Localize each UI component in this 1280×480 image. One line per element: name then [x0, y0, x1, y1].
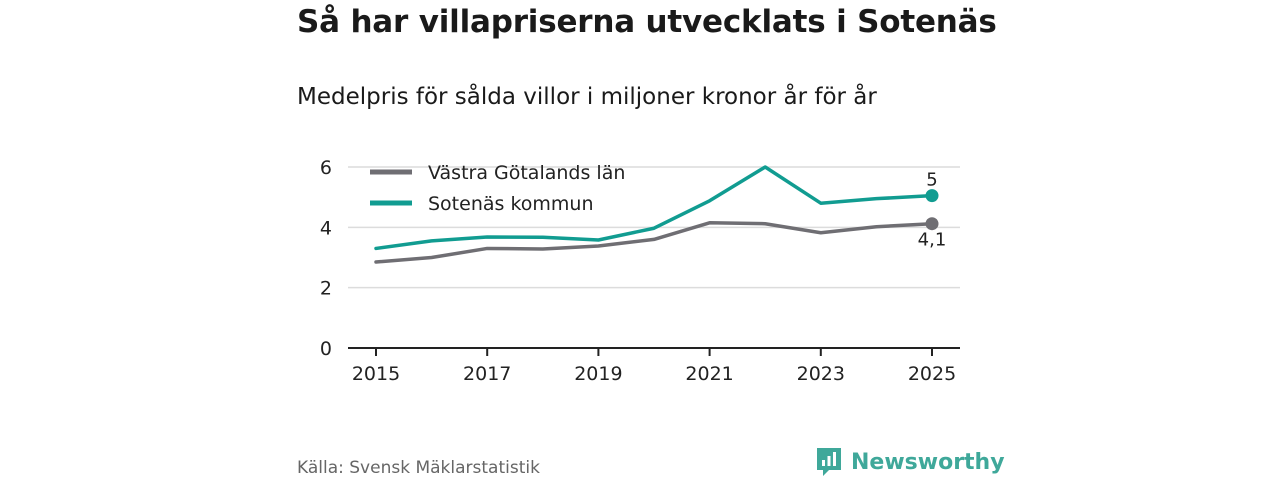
brand-logo: Newsworthy — [815, 446, 1005, 478]
x-tick-label: 2017 — [463, 363, 511, 385]
series-line-sotenas — [374, 165, 934, 251]
series-endpoint-marker — [925, 217, 939, 231]
x-tick-label: 2015 — [352, 363, 400, 385]
y-tick-label: 0 — [320, 338, 332, 360]
end-value-label: 5 — [926, 170, 937, 191]
end-value-label: 4,1 — [918, 230, 947, 251]
series-endpoint-marker — [925, 189, 939, 203]
chart-subtitle: Medelpris för sålda villor i miljoner kr… — [297, 84, 877, 110]
source-note: Källa: Svensk Mäklarstatistik — [297, 458, 540, 478]
newsworthy-logo-icon — [817, 448, 841, 476]
legend-label: Västra Götalands län — [428, 162, 625, 184]
x-tick-label: 2019 — [574, 363, 622, 385]
brand-name: Newsworthy — [851, 449, 1005, 475]
series-line-vastra-gotaland — [374, 221, 934, 264]
chart-title: Så har villapriserna utvecklats i Sotenä… — [297, 4, 997, 40]
legend-label: Sotenäs kommun — [428, 193, 594, 215]
y-tick-label: 6 — [320, 157, 332, 179]
y-tick-label: 4 — [320, 217, 332, 239]
y-tick-label: 2 — [320, 278, 332, 300]
x-tick-label: 2025 — [908, 363, 956, 385]
x-tick-label: 2021 — [685, 363, 733, 385]
x-tick-label: 2023 — [797, 363, 845, 385]
